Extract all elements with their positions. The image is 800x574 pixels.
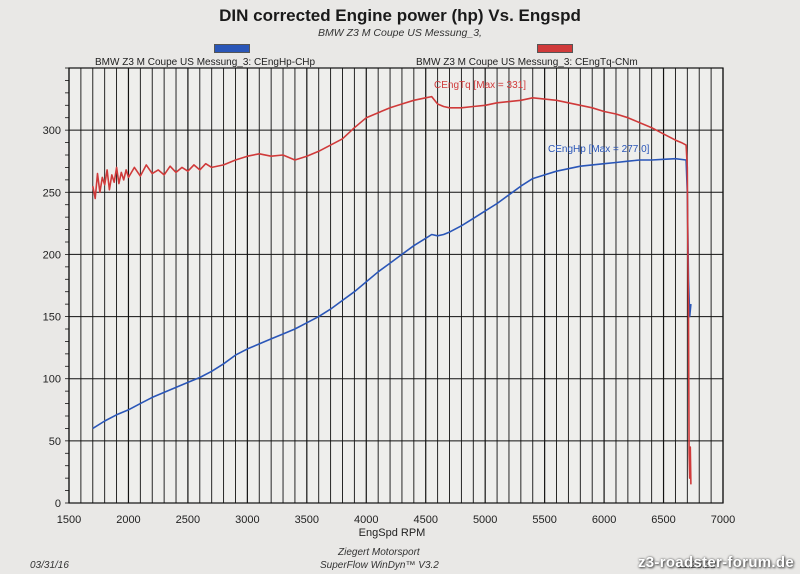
x-tick-label: 5500 (532, 514, 556, 526)
x-tick-label: 3000 (235, 514, 259, 526)
y-tick-label: 200 (43, 249, 61, 261)
x-tick-label: 2000 (116, 514, 140, 526)
x-tick-label: 7000 (711, 514, 735, 526)
x-axis-label: EngSpd RPM (359, 527, 426, 539)
hp-legend-swatch (214, 44, 250, 53)
y-tick-label: 250 (43, 187, 61, 199)
grid (65, 67, 724, 504)
footer-company: Ziegert Motorsport (338, 547, 420, 558)
x-tick-label: 6500 (651, 514, 675, 526)
tq-legend-label: BMW Z3 M Coupe US Messung_3: CEngTq-CNm (416, 57, 638, 68)
hp-max-annotation: CEngHp [Max = 277.0] (548, 144, 650, 155)
x-tick-label: 2500 (176, 514, 200, 526)
x-tick-label: 6000 (592, 514, 616, 526)
tq-legend-swatch (537, 44, 573, 53)
y-tick-label: 300 (43, 125, 61, 137)
tick-labels: 1500 2000 2500 3000 3500 4000 4500 5000 5500 6000… (43, 125, 736, 526)
footer-time: 11:26:22 (678, 560, 717, 571)
hp-series-line (92, 157, 692, 430)
x-tick-label: 5000 (473, 514, 497, 526)
footer-software: SuperFlow WinDyn™ V3.2 (320, 560, 439, 571)
y-tick-label: 100 (43, 374, 61, 386)
x-tick-label: 4000 (354, 514, 378, 526)
y-tick-label: 0 (55, 498, 61, 510)
y-tick-label: 150 (43, 312, 61, 324)
x-tick-label: 3500 (295, 514, 319, 526)
hp-legend-label: BMW Z3 M Coupe US Messung_3: CEngHp-CHp (95, 57, 316, 68)
series (92, 95, 692, 485)
chart-title: DIN corrected Engine power (hp) Vs. Engs… (219, 6, 581, 25)
x-tick-label: 4500 (413, 514, 437, 526)
forum-watermark: z3-roadster-forum.de (637, 554, 794, 571)
tq-series-line (92, 95, 692, 485)
annotations: CEngHp [Max = 277.0] CEngTq [Max = 331] (434, 80, 650, 155)
y-tick-label: 50 (49, 436, 61, 448)
x-tick-label: 1500 (57, 514, 81, 526)
footer-date: 03/31/16 (30, 560, 69, 571)
plot-area (68, 67, 724, 504)
chart-subtitle: BMW Z3 M Coupe US Messung_3, (318, 27, 482, 39)
tq-max-annotation: CEngTq [Max = 331] (434, 80, 526, 91)
